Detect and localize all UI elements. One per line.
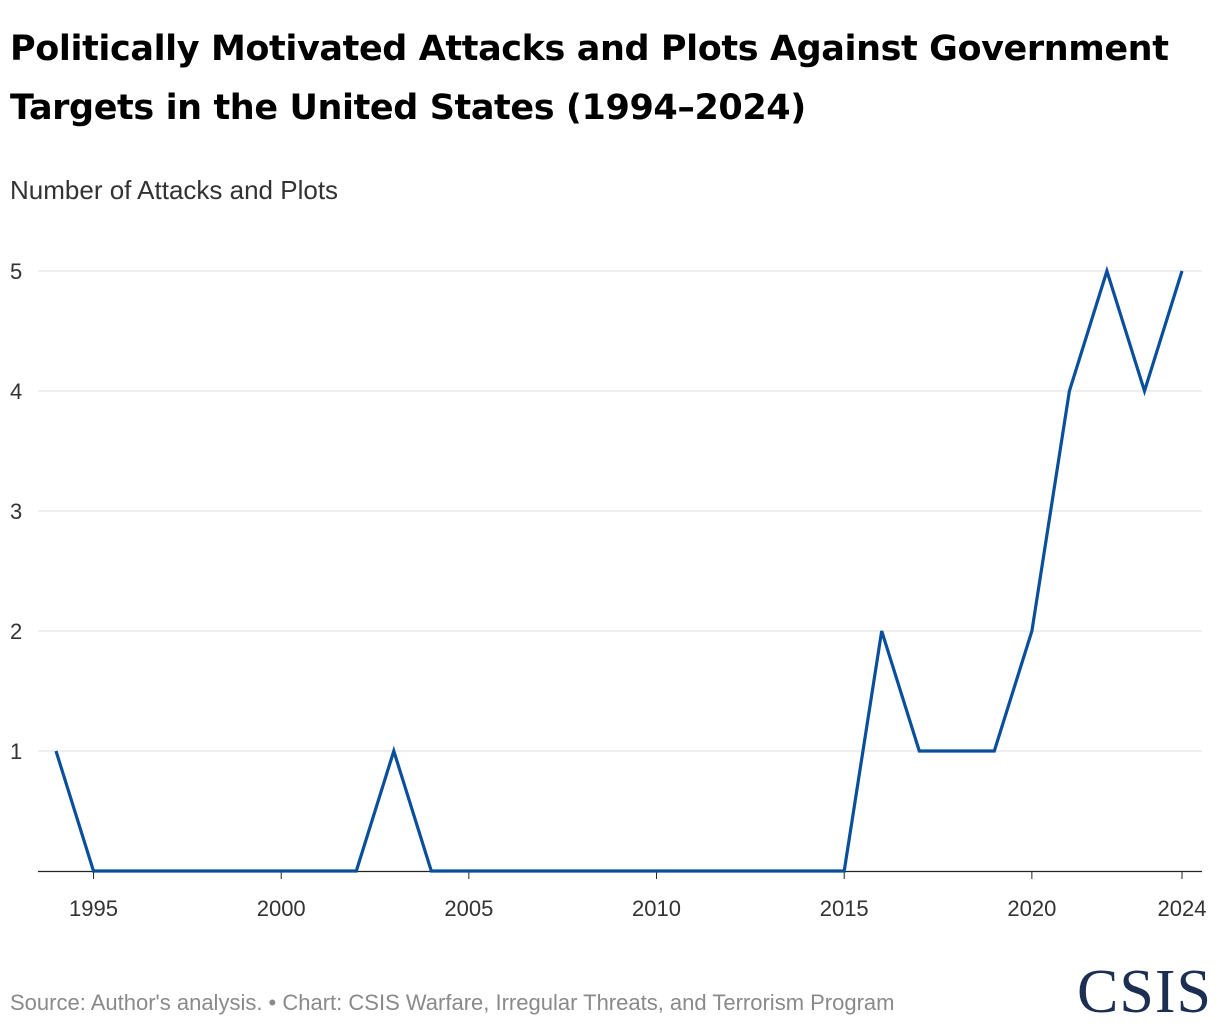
x-tick-label-2020: 2020 (1007, 896, 1056, 921)
series (54, 265, 1184, 873)
y-tick-label-3: 3 (10, 499, 22, 524)
csis-logo: CSIS (1077, 958, 1212, 1026)
gridlines (38, 270, 1202, 752)
x-tick-label-2024: 2024 (1158, 896, 1207, 921)
y-axis: 1 2 3 4 5 (10, 259, 22, 764)
y-tick-label-4: 4 (10, 379, 22, 404)
y-tick-label-2: 2 (10, 619, 22, 644)
x-tick-label-2015: 2015 (820, 896, 869, 921)
y-tick-label-1: 1 (10, 739, 22, 764)
x-axis: 1995 2000 2005 2010 2015 2020 2024 (38, 870, 1207, 921)
series-line-0 (54, 265, 1184, 873)
x-tick-label-2005: 2005 (444, 896, 493, 921)
x-tick-label-2000: 2000 (257, 896, 306, 921)
source-footer: Source: Author's analysis. • Chart: CSIS… (10, 990, 895, 1015)
chart-title: Politically Motivated Attacks and Plots … (10, 29, 1169, 128)
x-tick-label-2010: 2010 (632, 896, 681, 921)
y-tick-label-5: 5 (10, 259, 22, 284)
x-tick-label-1995: 1995 (69, 896, 118, 921)
y-axis-label: Number of Attacks and Plots (10, 175, 339, 205)
